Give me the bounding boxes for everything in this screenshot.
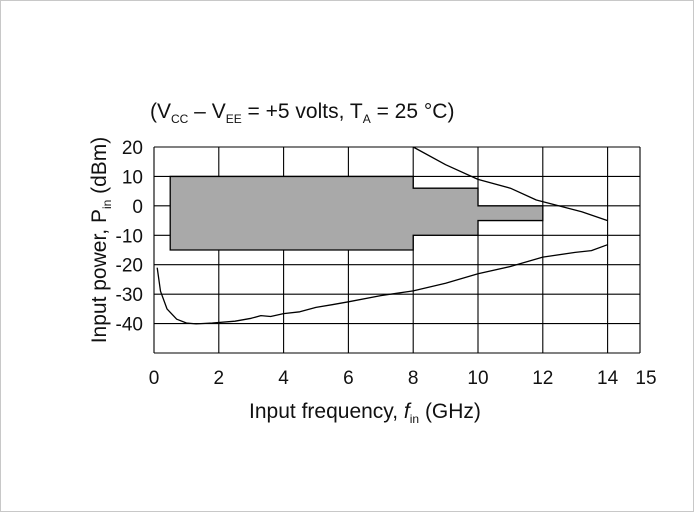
- y-tick-label: 10: [122, 167, 143, 188]
- y-tick-label: -40: [116, 315, 143, 336]
- y-tick-label: -10: [116, 226, 143, 247]
- y-tick-label: 20: [122, 138, 143, 159]
- x-tick-label: 6: [343, 368, 354, 389]
- x-tick-label: 8: [408, 368, 419, 389]
- shaded-region: [169, 175, 544, 251]
- y-axis-label: Input power, Pin (dBm): [88, 137, 114, 344]
- x-tick-label: 10: [467, 368, 488, 389]
- y-tick-labels: 20 10 0 -10 -20 -30 -40: [116, 138, 143, 336]
- lower-limit-line: [156, 244, 608, 325]
- y-tick-label: 0: [132, 197, 143, 218]
- x-tick-label: 14: [597, 368, 619, 389]
- upper-limit-line: [412, 146, 608, 222]
- x-tick-label: 12: [532, 368, 553, 389]
- y-tick-label: -30: [116, 285, 143, 306]
- x-tick-label: 4: [278, 368, 289, 389]
- chart-title: (VCC – VEE = +5 volts, TA = 25 °C): [150, 100, 454, 126]
- x-tick-label: 0: [149, 368, 160, 389]
- y-tick-label: -20: [116, 256, 143, 277]
- x-tick-label: 15: [635, 368, 656, 389]
- x-tick-labels: 0 2 4 6 8 10 12 14 15: [149, 368, 657, 389]
- operating-region: [169, 175, 544, 251]
- x-tick-label: 2: [214, 368, 225, 389]
- series-lines: [156, 146, 608, 325]
- x-axis-label: Input frequency, fin (GHz): [249, 400, 481, 426]
